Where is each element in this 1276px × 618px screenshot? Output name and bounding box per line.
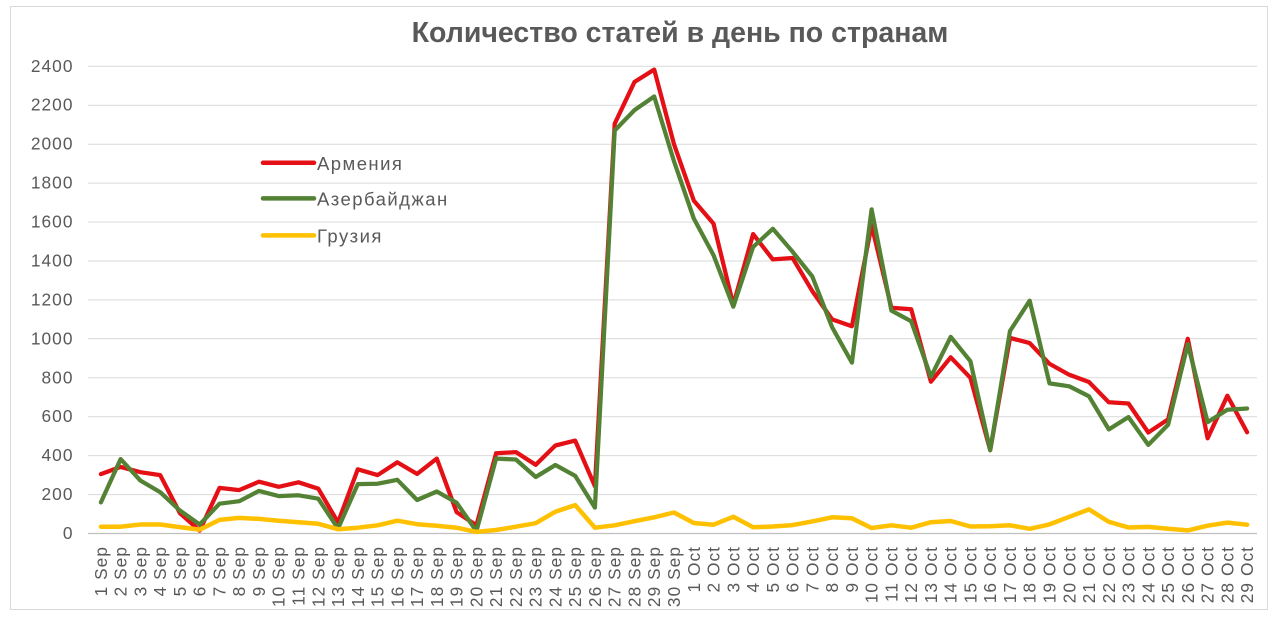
svg-text:22 Oct: 22 Oct	[1099, 546, 1119, 603]
svg-text:3 Oct: 3 Oct	[723, 546, 743, 593]
svg-text:400: 400	[42, 445, 74, 465]
svg-text:17 Oct: 17 Oct	[1000, 546, 1020, 603]
svg-text:9 Sep: 9 Sep	[249, 546, 269, 596]
svg-text:6 Sep: 6 Sep	[190, 546, 210, 596]
svg-text:2000: 2000	[31, 134, 74, 154]
svg-text:600: 600	[42, 406, 74, 426]
svg-text:5 Sep: 5 Sep	[170, 546, 190, 596]
svg-text:26 Oct: 26 Oct	[1178, 546, 1198, 603]
svg-text:28 Oct: 28 Oct	[1217, 546, 1237, 603]
svg-text:24 Oct: 24 Oct	[1138, 546, 1158, 603]
svg-text:7 Sep: 7 Sep	[210, 546, 230, 596]
svg-text:1 Oct: 1 Oct	[684, 546, 704, 593]
svg-text:Грузия: Грузия	[317, 225, 383, 246]
svg-text:8 Sep: 8 Sep	[229, 546, 249, 596]
svg-text:25 Sep: 25 Sep	[565, 546, 585, 607]
svg-text:8 Oct: 8 Oct	[822, 546, 842, 593]
svg-text:11 Oct: 11 Oct	[881, 546, 901, 602]
svg-text:19 Oct: 19 Oct	[1040, 546, 1060, 603]
svg-text:2200: 2200	[31, 95, 74, 115]
svg-text:26 Sep: 26 Sep	[585, 546, 605, 607]
svg-text:18 Sep: 18 Sep	[427, 546, 447, 607]
svg-text:22 Sep: 22 Sep	[506, 546, 526, 607]
svg-text:1800: 1800	[31, 173, 74, 193]
svg-text:30 Sep: 30 Sep	[664, 546, 684, 607]
svg-text:5 Oct: 5 Oct	[763, 546, 783, 593]
svg-text:14 Sep: 14 Sep	[348, 546, 368, 607]
svg-text:28 Sep: 28 Sep	[625, 546, 645, 607]
svg-text:24 Sep: 24 Sep	[545, 546, 565, 607]
svg-text:20 Sep: 20 Sep	[466, 546, 486, 607]
svg-text:14 Oct: 14 Oct	[941, 546, 961, 603]
svg-text:25 Oct: 25 Oct	[1158, 546, 1178, 603]
svg-text:6 Oct: 6 Oct	[783, 546, 803, 593]
svg-text:13 Sep: 13 Sep	[328, 546, 348, 607]
svg-text:20 Oct: 20 Oct	[1059, 546, 1079, 603]
svg-text:12 Oct: 12 Oct	[901, 546, 921, 603]
svg-text:29 Oct: 29 Oct	[1237, 546, 1257, 603]
svg-text:2 Sep: 2 Sep	[111, 546, 131, 596]
svg-text:3 Sep: 3 Sep	[130, 546, 150, 596]
svg-text:23 Oct: 23 Oct	[1119, 546, 1139, 603]
svg-text:200: 200	[42, 484, 74, 504]
svg-text:27 Sep: 27 Sep	[605, 546, 625, 607]
svg-text:4 Sep: 4 Sep	[150, 546, 170, 596]
svg-text:16 Sep: 16 Sep	[387, 546, 407, 607]
svg-text:4 Oct: 4 Oct	[743, 546, 763, 593]
svg-text:23 Sep: 23 Sep	[526, 546, 546, 607]
svg-text:1600: 1600	[31, 212, 74, 232]
svg-text:2 Oct: 2 Oct	[704, 546, 724, 593]
svg-text:15 Oct: 15 Oct	[960, 546, 980, 603]
svg-text:11 Sep: 11 Sep	[289, 546, 309, 606]
svg-text:17 Sep: 17 Sep	[407, 546, 427, 607]
svg-text:9 Oct: 9 Oct	[842, 546, 862, 593]
svg-text:1200: 1200	[31, 289, 74, 309]
svg-text:7 Oct: 7 Oct	[802, 546, 822, 593]
svg-text:21 Oct: 21 Oct	[1079, 546, 1099, 603]
svg-text:2400: 2400	[31, 56, 74, 76]
svg-text:13 Oct: 13 Oct	[921, 546, 941, 603]
svg-text:800: 800	[42, 367, 74, 387]
svg-text:12 Sep: 12 Sep	[308, 546, 328, 607]
svg-text:1 Sep: 1 Sep	[91, 546, 111, 596]
svg-text:19 Sep: 19 Sep	[447, 546, 467, 607]
svg-text:21 Sep: 21 Sep	[486, 546, 506, 607]
svg-text:10 Sep: 10 Sep	[269, 546, 289, 607]
svg-text:27 Oct: 27 Oct	[1198, 546, 1218, 603]
svg-text:Армения: Армения	[317, 153, 403, 174]
svg-text:16 Oct: 16 Oct	[980, 546, 1000, 603]
svg-text:0: 0	[63, 523, 74, 543]
svg-text:15 Sep: 15 Sep	[368, 546, 388, 607]
svg-text:29 Sep: 29 Sep	[644, 546, 664, 607]
svg-text:Азербайджан: Азербайджан	[317, 188, 449, 209]
svg-text:10 Oct: 10 Oct	[862, 546, 882, 603]
svg-text:1400: 1400	[31, 251, 74, 271]
svg-text:Количество статей в день по ст: Количество статей в день по странам	[412, 17, 949, 49]
svg-text:18 Oct: 18 Oct	[1020, 546, 1040, 603]
svg-text:1000: 1000	[31, 328, 74, 348]
